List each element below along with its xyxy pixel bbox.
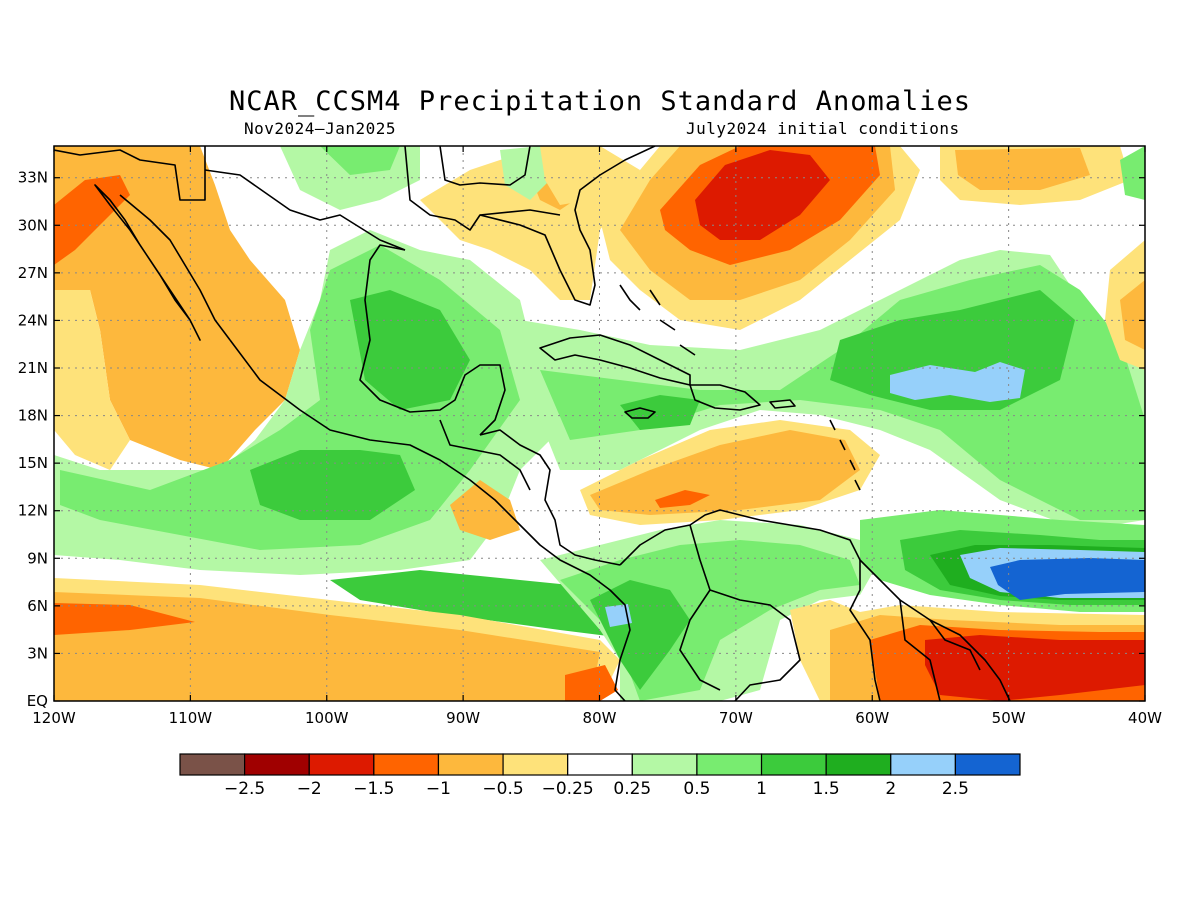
lat-tick-label: 30N xyxy=(18,216,48,234)
legend-label: −1.5 xyxy=(353,779,394,799)
lon-tick-label: 80W xyxy=(583,709,617,727)
lat-tick-label: 24N xyxy=(18,311,48,329)
legend-swatch xyxy=(890,753,956,776)
anomaly-region xyxy=(990,558,1145,600)
lat-tick-label: EQ xyxy=(27,692,48,710)
anomaly-region xyxy=(54,592,600,701)
lat-tick-label: 9N xyxy=(27,549,48,567)
map-axes: 120W 110W 100W 90W 80W 70W 60W 50W 40W EQ 3N 6N 9N 12… xyxy=(18,146,1162,727)
lat-tick-label: 18N xyxy=(18,407,48,425)
legend-swatch xyxy=(567,753,633,776)
legend-label: 1.5 xyxy=(813,779,840,799)
legend-swatch xyxy=(437,753,504,776)
lat-tick-label: 15N xyxy=(18,454,48,472)
lat-tick-label: 12N xyxy=(18,502,48,520)
legend-label: 0.5 xyxy=(683,779,710,799)
lat-tick-label: 3N xyxy=(27,644,48,662)
forecast-period: Nov2024–Jan2025 xyxy=(244,119,396,138)
anomaly-region xyxy=(1120,146,1145,200)
lon-tick-label: 110W xyxy=(169,709,213,727)
legend-swatch xyxy=(244,753,310,776)
anomaly-region xyxy=(590,430,860,515)
anomaly-region xyxy=(54,290,130,470)
legend-label: 0.25 xyxy=(613,779,651,799)
legend-label: −1 xyxy=(426,779,451,799)
legend-swatch xyxy=(760,753,827,776)
lon-tick-label: 120W xyxy=(32,709,76,727)
anomaly-region xyxy=(54,603,195,635)
legend-swatch xyxy=(373,753,440,776)
anomaly-region xyxy=(54,175,130,265)
lon-tick-label: 90W xyxy=(446,709,480,727)
anomaly-region xyxy=(655,490,710,508)
anomaly-region xyxy=(54,146,300,470)
anomaly-region xyxy=(1120,280,1145,350)
anomaly-region xyxy=(450,480,520,540)
anomaly-fields xyxy=(54,146,1145,701)
initial-conditions: July2024 initial conditions xyxy=(686,119,960,138)
legend-swatch xyxy=(502,753,569,776)
lat-tick-label: 6N xyxy=(27,597,48,615)
anomaly-region xyxy=(320,146,400,175)
legend-label: 2 xyxy=(885,779,896,799)
lat-tick-label: 21N xyxy=(18,359,48,377)
anomaly-region xyxy=(565,665,618,701)
legend-swatch xyxy=(696,753,763,776)
legend-label: 1 xyxy=(756,779,767,799)
lon-tick-label: 60W xyxy=(855,709,889,727)
legend-label: 2.5 xyxy=(942,779,969,799)
anomaly-region xyxy=(925,635,1145,701)
map-gridlines xyxy=(54,146,1145,701)
lon-tick-label: 50W xyxy=(992,709,1026,727)
legend-swatch xyxy=(631,753,698,776)
lon-tick-label: 70W xyxy=(719,709,753,727)
anomaly-region xyxy=(955,148,1090,190)
anomaly-region xyxy=(695,150,830,240)
legend-swatch xyxy=(954,753,1021,776)
legend-label: −2.5 xyxy=(224,779,265,799)
lon-tick-label: 40W xyxy=(1128,709,1162,727)
coastlines xyxy=(54,146,1011,701)
anomaly-region xyxy=(620,395,700,430)
lat-tick-label: 33N xyxy=(18,169,48,187)
color-legend: −2.5 −2 −1.5 −1 −0.5 −0.25 0.25 0.5 1 1.5 2 2.5 xyxy=(179,753,1021,799)
anomaly-region xyxy=(250,450,415,520)
anomaly-region xyxy=(540,146,615,205)
legend-label: −0.5 xyxy=(482,779,523,799)
legend-swatch xyxy=(308,753,375,776)
lon-tick-label: 100W xyxy=(305,709,349,727)
legend-swatch xyxy=(825,753,892,776)
lat-tick-label: 27N xyxy=(18,264,48,282)
legend-label: −2 xyxy=(297,779,322,799)
legend-label: −0.25 xyxy=(542,779,594,799)
anomaly-region xyxy=(890,362,1025,402)
map-title: NCAR_CCSM4 Precipitation Standard Anomal… xyxy=(229,86,971,117)
legend-swatch xyxy=(179,753,246,776)
